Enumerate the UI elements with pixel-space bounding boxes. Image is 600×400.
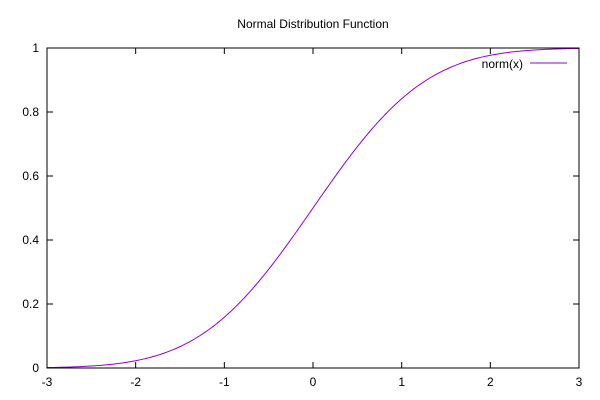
x-tick-label: 1	[398, 375, 405, 389]
x-tick-label: -1	[219, 375, 230, 389]
y-tick-label: 1	[32, 41, 39, 55]
legend-entry-label: norm(x)	[482, 57, 523, 71]
y-tick-label: 0.2	[22, 297, 39, 311]
x-tick-label: -2	[130, 375, 141, 389]
legend: norm(x)	[482, 57, 567, 71]
y-tick-label: 0.6	[22, 169, 39, 183]
y-tick-label: 0.4	[22, 233, 39, 247]
x-tick-label: -3	[42, 375, 53, 389]
y-axis: 0 0.2 0.4 0.6 0.8 1	[22, 41, 579, 375]
x-tick-label: 3	[576, 375, 583, 389]
chart-title: Normal Distribution Function	[237, 17, 388, 31]
x-axis: -3 -2 -1 0 1 2 3	[42, 48, 583, 389]
x-tick-label: 2	[487, 375, 494, 389]
x-tick-label: 0	[310, 375, 317, 389]
y-tick-label: 0	[32, 361, 39, 375]
plot-border	[46, 47, 580, 369]
series-line-norm	[46, 47, 580, 369]
y-tick-label: 0.8	[22, 105, 39, 119]
